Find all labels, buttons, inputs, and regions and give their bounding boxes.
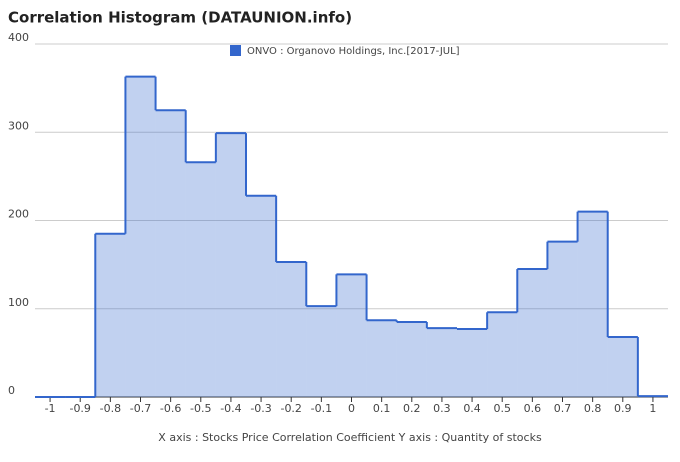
bar — [517, 269, 548, 397]
bar — [607, 336, 638, 397]
x-tick-label: -0.5 — [190, 402, 211, 415]
bar — [185, 162, 216, 397]
x-tick-label: -0.4 — [220, 402, 241, 415]
y-tick-label: 100 — [8, 296, 29, 309]
bar — [457, 329, 488, 397]
x-tick-label: 0.5 — [493, 402, 511, 415]
x-tick-label: -0.3 — [250, 402, 271, 415]
legend-swatch — [230, 45, 241, 56]
x-tick-label: 0.7 — [554, 402, 572, 415]
x-tick-label: 0.2 — [403, 402, 421, 415]
x-tick-label: 0.6 — [524, 402, 542, 415]
bar — [366, 320, 397, 397]
x-tick-label: -0.7 — [130, 402, 151, 415]
bar — [215, 133, 246, 397]
bar — [426, 328, 457, 397]
x-tick-label: -0.1 — [311, 402, 332, 415]
x-tick-label: 1 — [649, 402, 656, 415]
bar — [125, 76, 156, 397]
chart-title: Correlation Histogram (DATAUNION.info) — [8, 9, 352, 27]
x-tick-label: -0.8 — [100, 402, 121, 415]
bar — [276, 261, 307, 397]
y-tick-label: 300 — [8, 119, 29, 132]
x-tick-label: -0.6 — [160, 402, 181, 415]
y-tick-label: 0 — [8, 384, 15, 397]
x-tick-label: 0.1 — [373, 402, 391, 415]
y-tick-label: 200 — [8, 208, 29, 221]
bar — [246, 195, 277, 397]
x-tick-label: -0.2 — [280, 402, 301, 415]
x-tick-label: 0.4 — [463, 402, 481, 415]
bar — [155, 110, 186, 397]
bar — [306, 306, 337, 397]
bar — [95, 233, 126, 397]
bar — [336, 274, 367, 397]
legend-label: ONVO : Organovo Holdings, Inc.[2017-JUL] — [247, 46, 460, 57]
x-axis-label: X axis : Stocks Price Correlation Coeffi… — [158, 431, 542, 444]
bar — [396, 321, 427, 397]
bar — [547, 241, 578, 397]
x-tick-label: 0.9 — [614, 402, 632, 415]
y-tick-label: 400 — [8, 31, 29, 44]
x-tick-label: -0.9 — [69, 402, 90, 415]
x-tick-label: 0.8 — [584, 402, 602, 415]
bar — [577, 211, 608, 397]
x-tick-label: -1 — [45, 402, 56, 415]
x-tick-label: 0.3 — [433, 402, 451, 415]
bar — [487, 312, 518, 397]
x-tick-label: 0 — [348, 402, 355, 415]
